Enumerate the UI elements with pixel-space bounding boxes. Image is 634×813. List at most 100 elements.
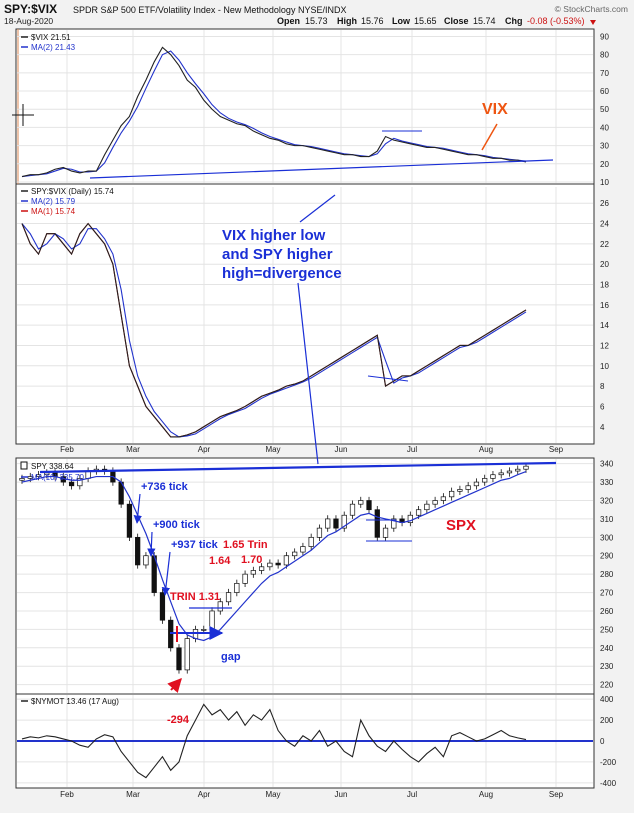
low-label: Low (392, 16, 411, 26)
spy-vix-ratio-y-tick-label: 16 (600, 301, 609, 310)
spy-vix-ratio-y-tick-label: 12 (600, 341, 609, 350)
trin-131-label: TRIN 1.31 (170, 591, 220, 603)
vix-y-tick-label: 20 (600, 160, 609, 169)
trin-170-label: 1.70 (241, 554, 262, 566)
series-layer (19, 46, 529, 779)
x-axis-month-label: Mar (126, 445, 140, 454)
spy-candle (349, 503, 356, 516)
spy-candle (159, 592, 166, 621)
high-value: 15.76 (361, 16, 384, 26)
spy-legend-swatch (20, 461, 28, 470)
spy-candle (523, 465, 529, 470)
spy-panel (15, 457, 595, 695)
spy-y-tick-label: 280 (600, 570, 614, 579)
spy-candle (440, 496, 446, 501)
spy-y-tick-label: 250 (600, 625, 614, 634)
gap-label: gap (221, 651, 241, 663)
divergence-note: VIX higher low and SPY higher high=diver… (222, 227, 342, 282)
axis-layer: 10 20 30 40 50 60 70 80 90 4 6 8 10 12 14 16 18 20 22 24 26 2… (60, 32, 616, 799)
open-value: 15.73 (305, 16, 328, 26)
spy-vix-ratio-y-tick-label: 14 (600, 321, 609, 330)
spy-candle (275, 562, 281, 566)
spy-y-tick-label: 290 (600, 552, 614, 561)
chg-value: -0.08 (-0.53%) (527, 16, 585, 26)
spy-vix-ratio-y-tick-label: 24 (600, 220, 609, 229)
down-triangle-icon (590, 20, 596, 25)
spy-y-tick-label: 270 (600, 589, 614, 598)
x-axis-month-label: Feb (60, 790, 74, 799)
spy-y-tick-label: 240 (600, 644, 614, 653)
x-axis-month-label: Sep (549, 445, 564, 454)
header-date: 18-Aug-2020 (4, 16, 53, 26)
spy-y-tick-label: 340 (600, 460, 614, 469)
tick-736-arrow (133, 493, 142, 524)
nymot-y-tick-label: -400 (600, 779, 617, 788)
spy-candle (325, 518, 331, 529)
open-label: Open (277, 16, 300, 26)
vix-series-line-1 (21, 50, 527, 178)
chg-label: Chg (505, 16, 523, 26)
spy-candle (283, 555, 290, 566)
vix-y-tick-label: 30 (600, 142, 609, 151)
x-axis-month-label: May (265, 445, 280, 454)
tick-900-arrow (147, 531, 156, 557)
spy-candle (176, 647, 182, 671)
spy-candle (415, 509, 422, 516)
vix-y-tick-label: 60 (600, 87, 609, 96)
nymot-y-tick-label: 400 (600, 695, 614, 704)
vix-y-tick-label: 70 (600, 69, 609, 78)
spy-candle (341, 514, 347, 529)
spy-candle (201, 629, 207, 631)
tick-937-label: +937 tick (171, 539, 219, 551)
nymot-legend: $NYMOT 13.46 (17 Aug) (21, 697, 119, 706)
x-axis-month-label: Jul (407, 790, 417, 799)
divergence-line-1: VIX higher low (222, 227, 326, 244)
spy-candle (457, 489, 463, 492)
spy-y-tick-label: 260 (600, 607, 614, 616)
spy-candle (242, 573, 248, 584)
spy-candle (490, 474, 496, 479)
trin-164-label: 1.64 (209, 555, 231, 567)
low-value: 15.65 (414, 16, 437, 26)
symbol-description: SPDR S&P 500 ETF/Volatility Index - New … (73, 5, 346, 15)
x-axis-month-label: Jun (335, 445, 348, 454)
spy-candle (498, 472, 504, 476)
divergence-line-2: and SPY higher (222, 246, 333, 263)
spy-vix-ratio-series-line-1 (21, 223, 527, 438)
spy-candle (126, 503, 133, 538)
spy-candle (135, 536, 141, 566)
spy-candle (358, 500, 364, 505)
spy-candle (300, 546, 306, 553)
vix-legend: $VIX 21.51 MA(2) 21.43 (21, 33, 76, 52)
spy-vix-ratio-y-tick-label: 18 (600, 281, 609, 290)
spy-candle (217, 601, 223, 612)
divergence-pointer-vix (299, 194, 336, 223)
grid-layer (17, 30, 593, 787)
spy-candle (184, 638, 190, 671)
spy-vix-ratio-y-tick-label: 22 (600, 240, 609, 249)
ratio-support-line (367, 375, 409, 382)
vix-y-tick-label: 50 (600, 105, 609, 114)
spy-legend: SPY 338.64 MA(10) 335.70 (20, 461, 84, 482)
spy-vix-ratio-y-tick-label: 26 (600, 199, 609, 208)
spy-candle (308, 536, 314, 547)
vix-label: VIX (482, 101, 508, 118)
x-axis-month-label: Jul (407, 445, 417, 454)
spy-legend-label: SPY 338.64 (31, 462, 74, 471)
spy-candle (225, 592, 232, 603)
x-axis-month-label: Aug (479, 445, 493, 454)
spy-ma-legend-label: MA(10) 335.70 (31, 473, 84, 482)
high-label: High (337, 16, 357, 26)
spy-candle (432, 500, 438, 505)
crosshair-cursor-icon (12, 104, 34, 126)
spy-candle (316, 527, 323, 538)
vix-pointer-line (481, 123, 498, 151)
spy-candle (209, 610, 215, 630)
divergence-line-3: high=divergence (222, 265, 342, 282)
spy-vix-ratio-y-tick-label: 8 (600, 382, 605, 391)
vix-y-tick-label: 90 (600, 32, 609, 41)
watermark-logo: © StockCharts.com (555, 4, 628, 14)
spy-candle (424, 503, 430, 511)
ratio-panel (15, 183, 595, 445)
x-axis-month-label: Sep (549, 790, 564, 799)
